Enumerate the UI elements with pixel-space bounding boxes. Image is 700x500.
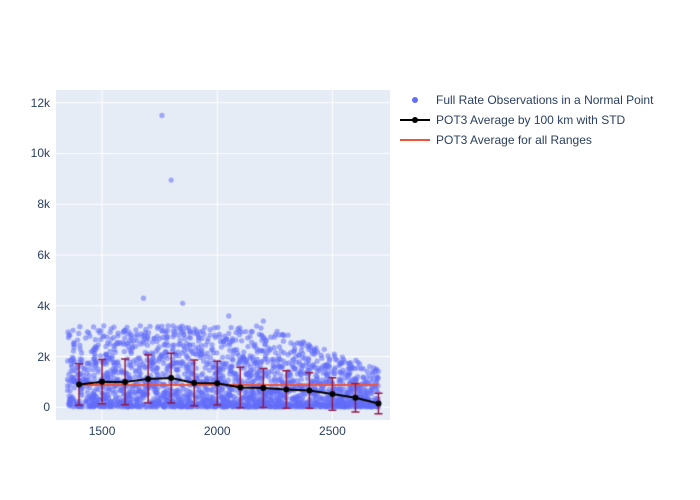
legend-scatter-icon xyxy=(400,90,430,110)
y-tick-label: 0 xyxy=(43,400,50,414)
plot-canvas xyxy=(56,90,390,420)
legend-line-icon xyxy=(400,130,430,150)
legend-label: POT3 Average by 100 km with STD xyxy=(436,110,653,130)
legend-item[interactable]: Full Rate Observations in a Normal Point xyxy=(400,90,653,110)
y-tick-label: 4k xyxy=(37,299,50,313)
x-tick-label: 2000 xyxy=(204,424,231,438)
chart-container: 02k4k6k8k10k12k150020002500 Full Rate Ob… xyxy=(0,0,700,500)
y-tick-label: 8k xyxy=(37,197,50,211)
x-tick-label: 1500 xyxy=(89,424,116,438)
legend-item[interactable]: POT3 Average by 100 km with STD xyxy=(400,110,653,130)
legend-label: Full Rate Observations in a Normal Point xyxy=(436,90,653,110)
plot-area[interactable]: 02k4k6k8k10k12k150020002500 xyxy=(56,90,390,420)
legend[interactable]: Full Rate Observations in a Normal Point… xyxy=(400,90,653,150)
legend-line-marker-icon xyxy=(400,110,430,130)
x-tick-label: 2500 xyxy=(319,424,346,438)
legend-label: POT3 Average for all Ranges xyxy=(436,130,653,150)
y-tick-label: 10k xyxy=(31,146,50,160)
legend-item[interactable]: POT3 Average for all Ranges xyxy=(400,130,653,150)
y-tick-label: 6k xyxy=(37,248,50,262)
y-tick-label: 2k xyxy=(37,350,50,364)
y-tick-label: 12k xyxy=(31,96,50,110)
